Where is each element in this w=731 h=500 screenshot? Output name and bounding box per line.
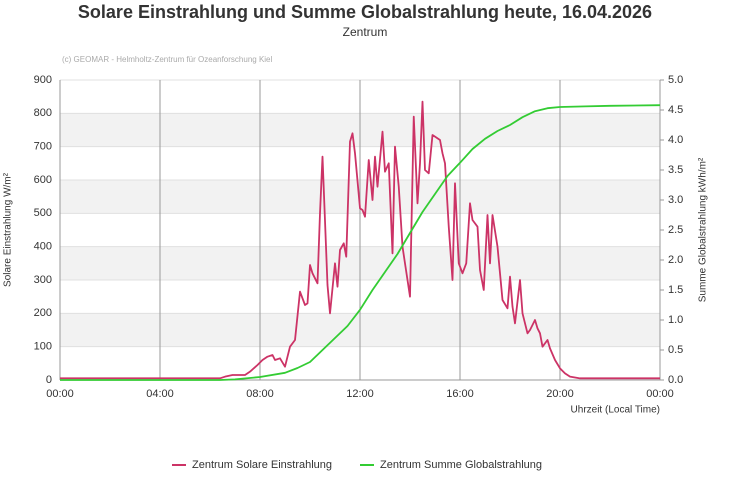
series-line <box>60 104 661 381</box>
y-axis-title: Solare Einstrahlung W/m² <box>3 172 14 287</box>
x-tick-label: 12:00 <box>346 388 374 400</box>
y2-tick-label: 1.5 <box>668 284 683 296</box>
y2-tick-label: 0.5 <box>668 344 683 356</box>
y-tick-label: 700 <box>34 141 52 153</box>
y-tick-label: 400 <box>34 241 52 253</box>
x-tick-label: 16:00 <box>446 388 474 400</box>
credit: (c) GEOMAR - Helmholtz-Zentrum für Ozean… <box>62 55 273 64</box>
y-tick-label: 500 <box>34 207 52 219</box>
y-tick-label: 0 <box>46 374 52 386</box>
y2-tick-label: 5.0 <box>668 74 683 86</box>
y2-tick-label: 4.5 <box>668 104 683 116</box>
y-tick-label: 300 <box>34 274 52 286</box>
chart-title: Solare Einstrahlung und Summe Globalstra… <box>78 2 652 22</box>
legend-label: Zentrum Summe Globalstrahlung <box>380 459 542 471</box>
x-tick-label: 04:00 <box>146 388 174 400</box>
x-tick-label: 20:00 <box>546 388 574 400</box>
legend-label: Zentrum Solare Einstrahlung <box>192 459 332 471</box>
x-axis-title: Uhrzeit (Local Time) <box>571 405 660 416</box>
y2-tick-label: 0.0 <box>668 374 683 386</box>
y-tick-label: 600 <box>34 174 52 186</box>
y-tick-label: 200 <box>34 307 52 319</box>
y2-tick-label: 1.0 <box>668 314 683 326</box>
y-tick-label: 800 <box>34 107 52 119</box>
y-tick-label: 900 <box>34 74 52 86</box>
y-tick-label: 100 <box>34 341 52 353</box>
x-tick-label: 00:00 <box>646 388 674 400</box>
chart-subtitle: Zentrum <box>343 25 388 39</box>
series-line <box>60 100 660 380</box>
y2-tick-label: 2.5 <box>668 224 683 236</box>
x-tick-label: 08:00 <box>246 388 274 400</box>
y2-tick-label: 2.0 <box>668 254 683 266</box>
y2-tick-label: 3.0 <box>668 194 683 206</box>
x-tick-label: 00:00 <box>46 388 74 400</box>
y2-tick-label: 4.0 <box>668 134 683 146</box>
y2-axis-title: Summe Globalstrahlung kWh/m² <box>698 157 709 302</box>
y2-tick-label: 3.5 <box>668 164 683 176</box>
